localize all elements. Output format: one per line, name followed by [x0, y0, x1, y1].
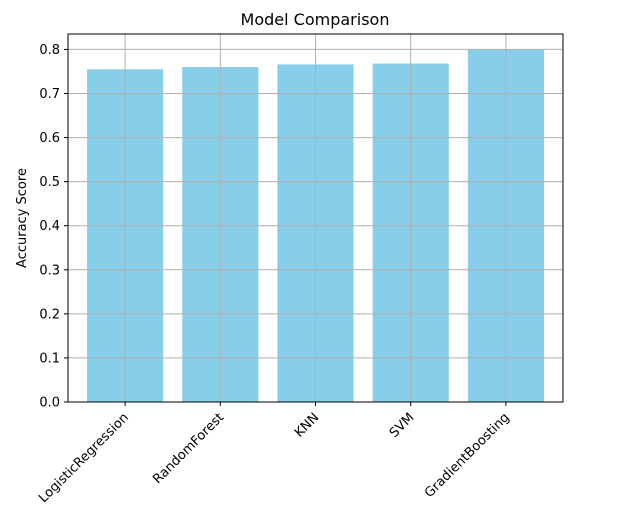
x-tick-label-gradientboosting: GradientBoosting	[422, 410, 513, 501]
gridlines	[68, 34, 563, 403]
x-axis-ticks: LogisticRegression RandomForest KNN SVM Grad…	[36, 402, 513, 506]
y-tick-label: 0.5	[39, 175, 60, 190]
x-tick-label-svm: SVM	[387, 410, 418, 441]
y-tick-label: 0.4	[39, 219, 60, 234]
y-axis-ticks: 0.0 0.1 0.2 0.3 0.4 0.5 0.6 0.7 0.8	[39, 43, 68, 411]
y-tick-label: 0.7	[39, 87, 60, 102]
y-tick-label: 0.8	[39, 43, 60, 58]
y-tick-label: 0.6	[39, 131, 60, 146]
y-tick-label: 0.2	[39, 307, 60, 322]
y-tick-label: 0.0	[39, 396, 60, 411]
x-tick-label-logisticregression: LogisticRegression	[36, 410, 132, 506]
y-tick-label: 0.3	[39, 263, 60, 278]
y-tick-label: 0.1	[39, 351, 60, 366]
chart-title: Model Comparison	[241, 10, 390, 29]
x-tick-label-knn: KNN	[292, 410, 322, 440]
x-tick-label-randomforest: RandomForest	[150, 410, 227, 487]
y-axis-label: Accuracy Score	[15, 168, 30, 268]
